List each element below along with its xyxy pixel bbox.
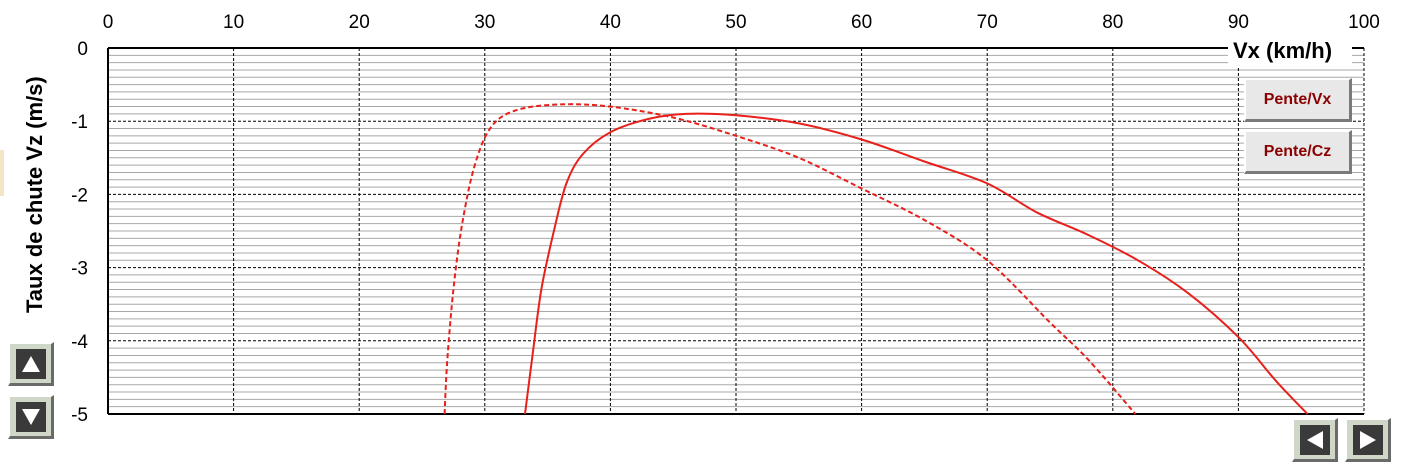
x-tick-label: 100 bbox=[1348, 12, 1380, 33]
x-tick-label: 30 bbox=[474, 12, 495, 33]
series-layer bbox=[443, 103, 1309, 415]
series-dashed-line bbox=[443, 103, 1137, 415]
y-tick-label: -4 bbox=[71, 332, 88, 353]
up-arrow-icon bbox=[15, 348, 46, 379]
left-arrow-icon bbox=[1299, 424, 1330, 455]
scroll-up-button[interactable] bbox=[8, 342, 54, 386]
y-tick-label: 0 bbox=[77, 39, 88, 60]
x-tick-labels: 0 10 20 30 40 50 60 70 80 90 100 bbox=[103, 12, 1380, 33]
y-tick-label: -2 bbox=[71, 185, 88, 206]
y-tick-label: -3 bbox=[71, 259, 88, 280]
down-arrow-icon bbox=[15, 401, 46, 432]
x-tick-label: 0 bbox=[103, 12, 114, 33]
x-tick-label: 70 bbox=[977, 12, 998, 33]
y-tick-label: -5 bbox=[71, 405, 88, 426]
scroll-right-button[interactable] bbox=[1345, 418, 1391, 462]
x-tick-label: 40 bbox=[600, 12, 621, 33]
series-solid-line bbox=[524, 112, 1309, 415]
y-tick-label: -1 bbox=[71, 112, 88, 133]
x-axis-label-bg bbox=[1228, 36, 1352, 66]
pente-cz-button[interactable]: Pente/Cz bbox=[1244, 130, 1352, 174]
x-tick-label: 50 bbox=[725, 12, 746, 33]
major-grid bbox=[107, 47, 1365, 415]
x-tick-label: 90 bbox=[1228, 12, 1249, 33]
y-tick-labels: 0 -1 -2 -3 -4 -5 bbox=[71, 39, 88, 426]
y-axis-label: Taux de chute Vz (m/s) bbox=[22, 76, 47, 313]
scroll-down-button[interactable] bbox=[8, 395, 54, 439]
x-tick-label: 60 bbox=[851, 12, 872, 33]
x-tick-label: 20 bbox=[349, 12, 370, 33]
scroll-left-button[interactable] bbox=[1292, 418, 1338, 462]
x-tick-label: 10 bbox=[223, 12, 244, 33]
side-tab bbox=[0, 150, 4, 196]
right-arrow-icon bbox=[1352, 424, 1383, 455]
x-tick-label: 80 bbox=[1102, 12, 1123, 33]
x-axis-label: Vx (km/h) bbox=[1233, 38, 1332, 63]
pente-vx-button[interactable]: Pente/Vx bbox=[1244, 78, 1352, 122]
chart: 0 10 20 30 40 50 60 70 80 90 100 0 -1 -2 -3 -4 -5 Vx (k… bbox=[22, 12, 1380, 426]
